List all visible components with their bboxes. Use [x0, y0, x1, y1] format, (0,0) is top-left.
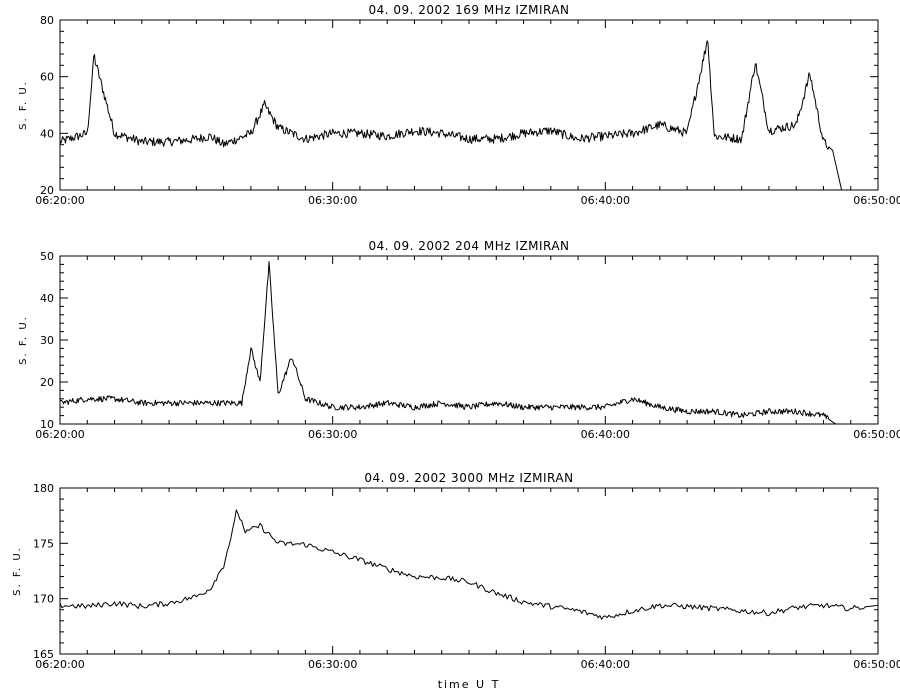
series-line-204mhz — [59, 261, 842, 425]
tick-label-group: 06:20:00 06:30:00 06:40:00 06:50:00 10 20 30 40… — [35, 250, 900, 441]
x-tick-label: 06:30:00 — [308, 658, 357, 671]
y-tick-label: 20 — [40, 184, 54, 197]
y-tick-label: 40 — [40, 127, 54, 140]
series-line-3000mhz — [59, 509, 879, 620]
y-tick-label: 60 — [40, 71, 54, 84]
series-line-169mhz — [59, 40, 843, 191]
panel-204mhz: 04. 09. 2002 204 MHz IZMIRAN S. F. U. 06… — [18, 239, 900, 441]
y-tick-label: 20 — [40, 376, 54, 389]
tick-group — [59, 255, 879, 425]
tick-group — [59, 19, 879, 191]
x-tick-label: 06:20:00 — [35, 428, 84, 441]
panel-title: 04. 09. 2002 3000 MHz IZMIRAN — [364, 471, 573, 485]
x-tick-label: 06:20:00 — [35, 194, 84, 207]
panel-title: 04. 09. 2002 169 MHz IZMIRAN — [368, 3, 569, 17]
x-tick-label: 06:40:00 — [581, 658, 630, 671]
y-tick-label: 80 — [40, 14, 54, 27]
y-tick-label: 30 — [40, 334, 54, 347]
tick-label-group: 06:20:00 06:30:00 06:40:00 06:50:00 165 170 17… — [33, 482, 900, 671]
x-tick-label: 06:30:00 — [308, 194, 357, 207]
x-tick-label: 06:40:00 — [581, 428, 630, 441]
plot-frame — [59, 19, 879, 191]
plot-frame — [59, 487, 879, 655]
tick-label-group: 06:20:00 06:30:00 06:40:00 06:50:00 20 40 60 80 — [35, 14, 900, 207]
x-tick-label: 06:50:00 — [853, 428, 900, 441]
y-tick-label: 170 — [33, 593, 54, 606]
y-tick-label: 40 — [40, 292, 54, 305]
tick-group — [59, 487, 879, 655]
y-axis-label: S. F. U. — [18, 315, 29, 365]
y-axis-label: S. F. U. — [12, 546, 23, 596]
y-tick-label: 165 — [33, 648, 54, 661]
y-tick-label: 175 — [33, 537, 54, 550]
x-tick-label: 06:20:00 — [35, 658, 84, 671]
panel-title: 04. 09. 2002 204 MHz IZMIRAN — [368, 239, 569, 253]
x-tick-label: 06:50:00 — [853, 194, 900, 207]
x-tick-label: 06:40:00 — [581, 194, 630, 207]
x-axis-label: time U T — [438, 678, 501, 691]
panel-169mhz: 04. 09. 2002 169 MHz IZMIRAN S. F. U. 06… — [18, 3, 900, 207]
y-tick-label: 180 — [33, 482, 54, 495]
x-tick-label: 06:50:00 — [853, 658, 900, 671]
plot-frame — [59, 255, 879, 425]
panel-3000mhz: 04. 09. 2002 3000 MHz IZMIRAN S. F. U. 0… — [12, 471, 900, 671]
x-tick-label: 06:30:00 — [308, 428, 357, 441]
y-tick-label: 50 — [40, 250, 54, 263]
y-axis-label: S. F. U. — [18, 80, 29, 130]
y-tick-label: 10 — [40, 418, 54, 431]
